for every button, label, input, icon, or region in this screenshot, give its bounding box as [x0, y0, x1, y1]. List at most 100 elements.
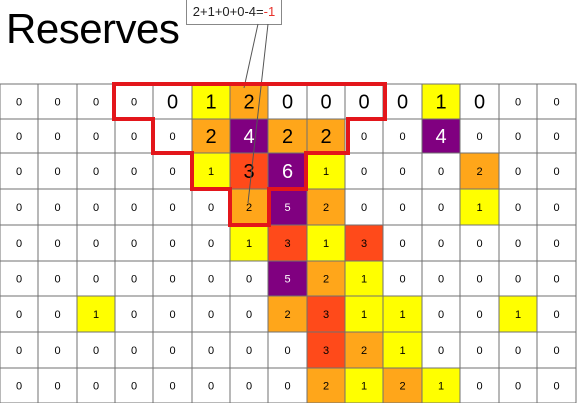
grid-cell-value: 0	[553, 345, 559, 357]
grid-cell	[459, 367, 500, 403]
grid-cell-value: 0	[16, 97, 22, 109]
grid-cell	[459, 152, 500, 190]
grid-cell	[76, 295, 116, 333]
grid-cell-value: 0	[399, 131, 405, 143]
grid-cell-value: 0	[16, 131, 22, 143]
grid-cell-value: 0	[358, 92, 369, 114]
grid-cell	[76, 118, 116, 154]
grid-cell-value: 2	[323, 274, 329, 286]
grid-cell	[37, 188, 78, 226]
grid-cell-value: 0	[169, 131, 175, 143]
grid-cell-value: 1	[515, 309, 521, 321]
grid-cell-value: 1	[361, 309, 367, 321]
grid-cell-value: 0	[246, 345, 252, 357]
grid-cell-value: 3	[361, 238, 367, 250]
grid-cell-value: 0	[284, 345, 290, 357]
grid-cell-value: 0	[208, 345, 214, 357]
grid-cell-value: 1	[399, 309, 405, 321]
grid-cell	[536, 83, 577, 120]
grid-cell-value: 4	[243, 126, 254, 148]
grid-cell	[37, 367, 78, 403]
grid-cell	[382, 367, 423, 403]
grid-cell-value: 0	[54, 238, 60, 250]
grid-cell-value: 0	[361, 131, 367, 143]
grid-cell-value: 0	[16, 381, 22, 393]
grid-cell	[344, 331, 384, 369]
grid-cell	[421, 83, 461, 120]
callout-result: -1	[263, 4, 276, 19]
grid-cell-value: 0	[399, 202, 405, 214]
grid-cell-value: 0	[54, 274, 60, 286]
grid-cell-value: 3	[284, 238, 290, 250]
grid-cell-value: 0	[438, 309, 444, 321]
grid-cell	[459, 331, 500, 369]
grid-cell-value: 0	[208, 238, 214, 250]
grid-cell	[37, 118, 78, 154]
grid-cell	[267, 118, 308, 154]
grid-cell-value: 0	[93, 274, 99, 286]
grid-cell-value: 2	[282, 126, 293, 148]
grid-cell-value: 0	[476, 274, 482, 286]
grid-cell-value: 0	[169, 274, 175, 286]
grid-cell-value: 0	[553, 274, 559, 286]
grid-cell-value: 0	[131, 309, 137, 321]
grid-cell-value: 1	[93, 309, 99, 321]
grid-cell	[37, 224, 78, 262]
grid-cell-value: 2	[399, 381, 405, 393]
grid-cell-value: 0	[438, 202, 444, 214]
grid-cell	[459, 260, 500, 297]
grid-cell-value: 0	[284, 381, 290, 393]
grid-cell	[382, 331, 423, 369]
grid-cell-value: 5	[284, 202, 290, 214]
grid-cell	[37, 152, 78, 190]
grid-cell-value: 0	[131, 274, 137, 286]
grid-cell	[344, 152, 384, 190]
grid-cell	[152, 295, 193, 333]
grid-cell-value: 2	[320, 126, 331, 148]
grid-cell	[459, 188, 500, 226]
grid-cell-value: 0	[167, 92, 178, 114]
grid-cell	[498, 188, 538, 226]
grid-cell-value: 0	[515, 166, 521, 178]
grid-cell-value: 0	[361, 202, 367, 214]
grid-cell-value: 0	[553, 309, 559, 321]
callout-expression: 2+1+0+0-4=	[192, 4, 264, 19]
grid-cell-value: 2	[476, 166, 482, 178]
grid-cell-value: 1	[246, 238, 252, 250]
grid-cell	[498, 367, 538, 403]
grid-cell-value: 0	[169, 309, 175, 321]
grid-cell-value: 0	[131, 238, 137, 250]
grid-cell-value: 2	[361, 345, 367, 357]
grid-cell	[0, 331, 39, 369]
grid-cell	[306, 118, 346, 154]
grid-cell	[76, 260, 116, 297]
grid-cell-value: 1	[438, 381, 444, 393]
grid-cell	[382, 224, 423, 262]
grid-cell	[37, 260, 78, 297]
grid-cell-value: 1	[435, 92, 446, 114]
grid-cell-value: 0	[476, 131, 482, 143]
grid-cell	[536, 188, 577, 226]
grid-cell-value: 0	[54, 97, 60, 109]
grid-cell-value: 0	[515, 274, 521, 286]
grid-cell-value: 0	[515, 97, 521, 109]
grid-cell	[191, 331, 231, 369]
grid-cell-value: 0	[169, 381, 175, 393]
grid-cell	[229, 367, 269, 403]
grid-cell-value: 3	[323, 309, 329, 321]
grid-cell	[37, 331, 78, 369]
grid-cell-value: 0	[399, 238, 405, 250]
grid-cell-value: 0	[93, 131, 99, 143]
grid-cell-value: 0	[93, 381, 99, 393]
grid-cell-value: 0	[93, 238, 99, 250]
grid-cell	[191, 260, 231, 297]
grid-cell-value: 3	[243, 161, 254, 183]
grid-cell	[382, 118, 423, 154]
grid-cell	[421, 331, 461, 369]
grid-cell-value: 1	[208, 166, 214, 178]
grid-cell-value: 0	[131, 202, 137, 214]
grid-cell-value: 0	[93, 202, 99, 214]
grid-cell-value: 2	[243, 92, 254, 114]
grid-cell-value: 0	[208, 309, 214, 321]
connector-line	[247, 23, 269, 204]
